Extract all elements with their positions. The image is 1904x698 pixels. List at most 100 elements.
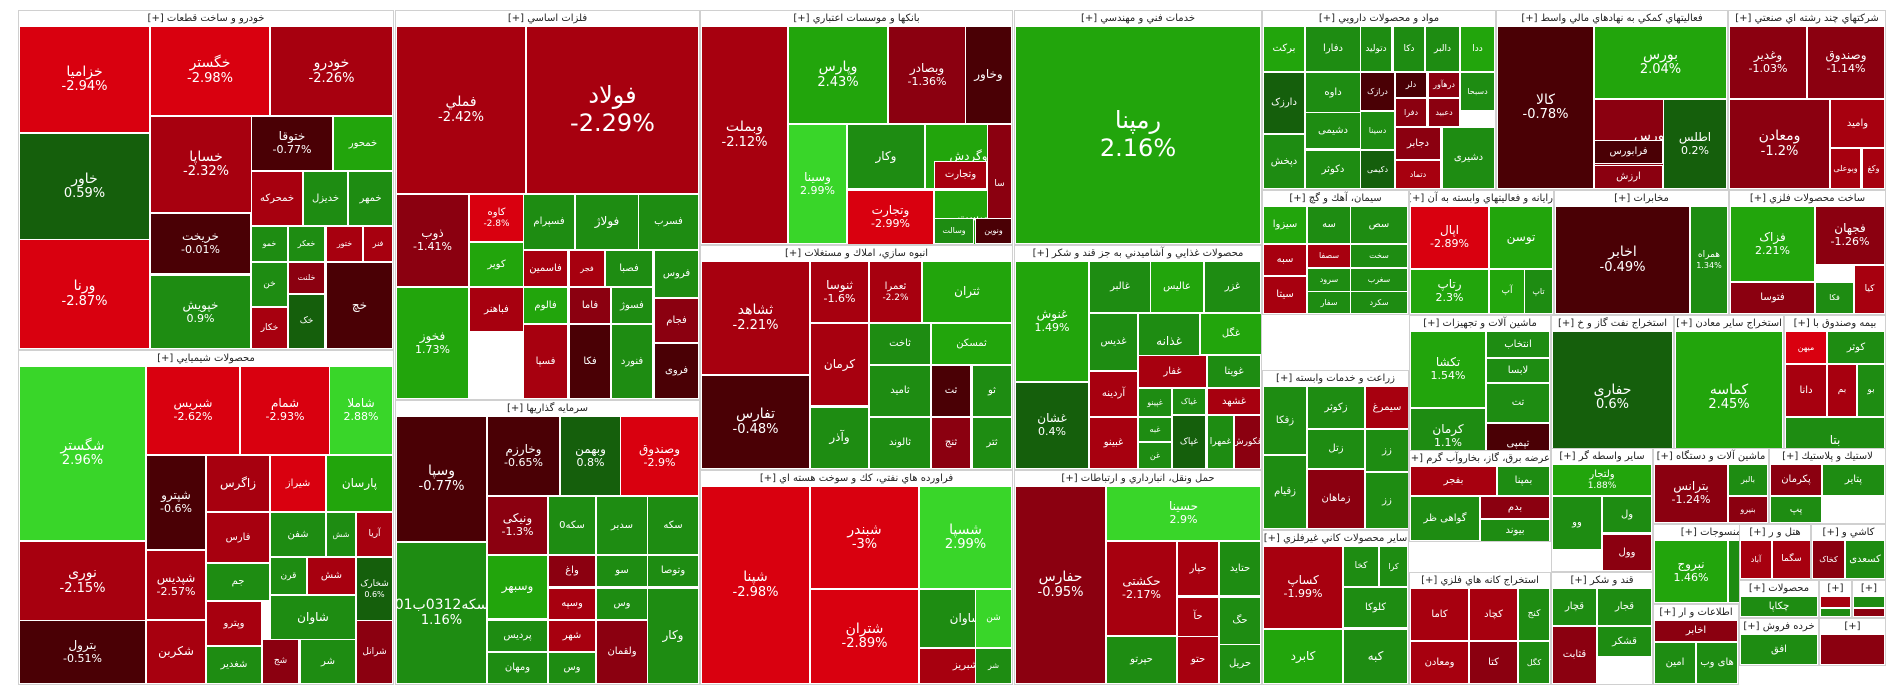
treemap-tile[interactable]: ارزش	[1594, 165, 1663, 189]
treemap-tile[interactable]: کاما	[1410, 588, 1469, 641]
treemap-tile[interactable]: خزامیا -2.94%	[19, 26, 150, 133]
treemap-tile[interactable]: وس	[548, 652, 596, 684]
treemap-tile[interactable]: غزر	[1204, 261, 1261, 313]
treemap-tile[interactable]: زتل	[1307, 429, 1365, 469]
treemap-tile[interactable]: شن	[975, 589, 1012, 648]
treemap-tile[interactable]: دلر	[1395, 72, 1427, 98]
sector-title[interactable]: خودرو و ساخت قطعات [+]	[19, 11, 393, 26]
treemap-tile[interactable]: کچاد	[1469, 588, 1518, 641]
treemap-tile[interactable]: غکورش	[1234, 415, 1261, 469]
treemap-tile[interactable]: شغدیر	[206, 646, 262, 684]
treemap-tile[interactable]: اخابر -0.49%	[1555, 206, 1690, 314]
treemap-tile[interactable]: کرا	[1379, 546, 1408, 587]
treemap-tile[interactable]	[1820, 608, 1851, 617]
treemap-tile[interactable]: خمهر	[348, 171, 393, 226]
sector-title[interactable]: ساير محصولات كاني غيرفلزي [+]	[1263, 531, 1408, 546]
treemap-tile[interactable]: کیا	[1854, 265, 1885, 314]
treemap-tile[interactable]: چکاپا	[1740, 596, 1818, 617]
treemap-tile[interactable]: ثنج	[931, 417, 971, 469]
treemap-tile[interactable]: کماسه 2.45%	[1675, 331, 1783, 464]
treemap-tile[interactable]	[1853, 608, 1885, 617]
treemap-tile[interactable]: حپار	[1177, 541, 1219, 596]
treemap-tile[interactable]: حکشتی -2.17%	[1106, 541, 1177, 636]
treemap-tile[interactable]: حآ	[1177, 597, 1219, 637]
treemap-tile[interactable]: سبه	[1263, 244, 1307, 276]
treemap-tile[interactable]: ددا	[1460, 26, 1495, 72]
treemap-tile[interactable]: خمحرکه	[251, 171, 303, 226]
treemap-tile[interactable]: میهن	[1785, 331, 1827, 364]
treemap-tile[interactable]: کسعدی	[1845, 540, 1885, 579]
treemap-tile[interactable]: تت	[1486, 383, 1550, 423]
treemap-tile[interactable]: دسبحا	[1460, 72, 1495, 111]
treemap-tile[interactable]: زکوثر	[1307, 386, 1365, 429]
treemap-tile[interactable]: زقیام	[1263, 455, 1307, 529]
sector-title[interactable]: ماشين آلات و دستگاه [+]	[1654, 449, 1768, 464]
treemap-tile[interactable]: ولتجار 1.88%	[1552, 464, 1652, 496]
treemap-tile[interactable]: نوری -2.15%	[19, 541, 146, 621]
treemap-tile[interactable]: فکا	[1815, 282, 1854, 314]
treemap-tile[interactable]	[1820, 596, 1851, 608]
treemap-tile[interactable]: بالبر	[1728, 464, 1768, 496]
treemap-tile[interactable]: قثابت	[1552, 626, 1597, 684]
treemap-tile[interactable]: حفاری 0.6%	[1552, 331, 1673, 464]
treemap-tile[interactable]: کلوکا	[1343, 587, 1408, 628]
treemap-tile[interactable]: فخوز 1.73%	[396, 287, 469, 399]
treemap-tile[interactable]: سیمرغ	[1365, 386, 1408, 429]
treemap-tile[interactable]: اطلس 0.2%	[1663, 99, 1727, 189]
treemap-tile[interactable]: غویتا	[1207, 355, 1261, 388]
treemap-tile[interactable]: کبه	[1343, 629, 1408, 684]
treemap-tile[interactable]: زماهان	[1307, 469, 1365, 529]
treemap-tile[interactable]: وسبهر	[487, 555, 548, 619]
treemap-tile[interactable]: شخارک 0.6%	[356, 557, 393, 621]
treemap-tile[interactable]: دفارا	[1305, 26, 1361, 72]
treemap-tile[interactable]: غپینو	[1138, 388, 1172, 417]
treemap-tile[interactable]: غالبر	[1089, 261, 1151, 313]
treemap-tile[interactable]: ختور	[326, 226, 363, 262]
treemap-tile[interactable]: وتجارت	[934, 161, 987, 189]
treemap-tile[interactable]: افق	[1740, 634, 1818, 665]
sector-title[interactable]: ساير واسطه گر [+]	[1552, 449, 1652, 464]
treemap-tile[interactable]: حتاید	[1219, 541, 1261, 596]
treemap-tile[interactable]: کساپ -1.99%	[1263, 546, 1343, 629]
treemap-tile[interactable]: وخاور	[965, 26, 1012, 124]
treemap-tile[interactable]: دسینا	[1360, 111, 1395, 150]
treemap-tile[interactable]: حسینا 2.9%	[1106, 486, 1261, 541]
treemap-tile[interactable]: وبهمن 0.8%	[560, 416, 621, 496]
treemap-tile[interactable]: حفارس -0.95%	[1015, 486, 1106, 684]
treemap-tile[interactable]: بنیرو	[1728, 496, 1768, 523]
treemap-tile[interactable]: درهآور	[1428, 72, 1460, 98]
treemap-tile[interactable]: فجهان -1.26%	[1815, 206, 1885, 265]
sector-title[interactable]: خرده فروش [+]	[1740, 619, 1818, 634]
treemap-tile[interactable]: وسینا 2.99%	[788, 124, 847, 244]
treemap-tile[interactable]: فملي -2.42%	[396, 26, 526, 194]
treemap-tile[interactable]: غشهد	[1207, 388, 1261, 415]
treemap-tile[interactable]: رتاپ 2.3%	[1410, 269, 1489, 314]
treemap-tile[interactable]: شگستر 2.96%	[19, 366, 146, 541]
sector-title[interactable]: ماشين آلات و تجهيزات [+]	[1410, 316, 1550, 331]
treemap-tile[interactable]: خاور 0.59%	[19, 133, 150, 240]
treemap-tile[interactable]: سغرب	[1350, 268, 1408, 292]
treemap-tile[interactable]: سکه0312ب01 1.16%	[396, 542, 487, 684]
treemap-tile[interactable]: وکار	[647, 588, 699, 684]
treemap-tile[interactable]: فنورد	[611, 324, 653, 399]
treemap-tile[interactable]: فسرب	[638, 194, 699, 250]
treemap-tile[interactable]: کگل	[1518, 641, 1550, 684]
sector-title[interactable]: سيمان، آهك و گچ [+]	[1263, 191, 1408, 206]
sector-title[interactable]: مخابرات [+]	[1555, 191, 1728, 206]
sector-title[interactable]: كاشي و [+]	[1812, 525, 1885, 540]
treemap-tile[interactable]: دشیمی	[1305, 112, 1361, 149]
sector-title[interactable]: مواد و محصولات دارويي [+]	[1263, 11, 1495, 26]
treemap-tile[interactable]: کابرد	[1263, 629, 1343, 684]
treemap-tile[interactable]: اخابر	[1654, 620, 1738, 642]
treemap-tile[interactable]: ونوین	[975, 218, 1012, 244]
treemap-tile[interactable]: سکه0	[548, 496, 596, 555]
treemap-tile[interactable]: غدیس	[1089, 313, 1138, 371]
treemap-tile[interactable]: خکار	[251, 307, 288, 349]
sector-title[interactable]: [+]	[1820, 619, 1885, 634]
sector-title[interactable]: لاستيك و پلاستيك [+]	[1770, 449, 1885, 464]
treemap-tile[interactable]: ومهان	[487, 652, 548, 684]
treemap-tile[interactable]: سو	[596, 555, 648, 587]
treemap-tile[interactable]: شبریس -2.62%	[146, 366, 240, 455]
treemap-tile[interactable]: کرمان	[810, 323, 869, 406]
treemap-tile[interactable]: ثشاهد -2.21%	[701, 261, 810, 375]
